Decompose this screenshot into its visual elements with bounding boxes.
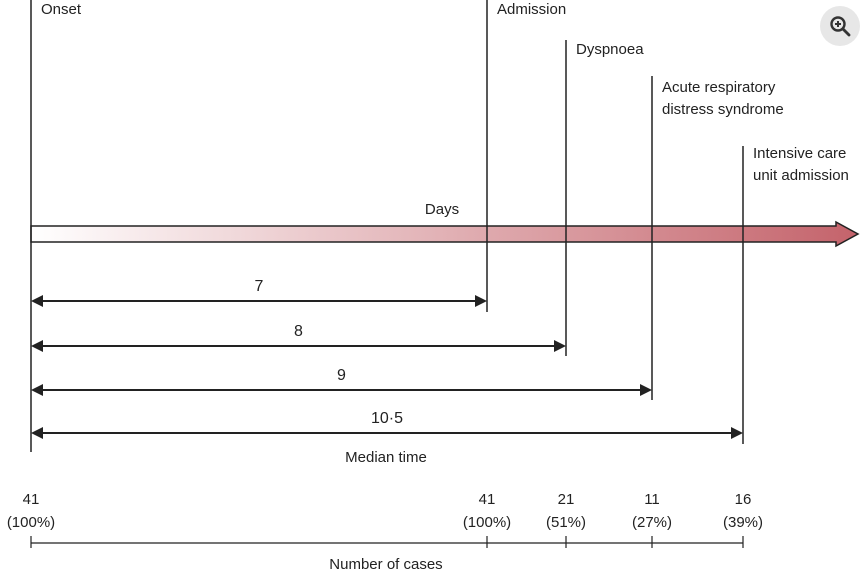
event-label-icu: Intensive care unit admission	[753, 145, 849, 184]
interval-arrowhead-right	[475, 295, 487, 307]
case-count-dyspnoea: 21	[558, 491, 575, 508]
interval-arrowhead-right	[554, 340, 566, 352]
interval-arrowhead-left	[31, 295, 43, 307]
zoom-in-button[interactable]	[820, 6, 860, 46]
case-percent-dyspnoea: (51%)	[546, 514, 586, 531]
event-label-onset: Onset	[41, 1, 82, 18]
median-time-label: Median time	[345, 449, 427, 466]
interval-arrowhead-right	[731, 427, 743, 439]
zoom-in-icon	[830, 16, 851, 37]
interval-label-ards: 9	[337, 367, 346, 384]
interval-arrowhead-left	[31, 340, 43, 352]
interval-arrowhead-right	[640, 384, 652, 396]
case-percent-ards: (27%)	[632, 514, 672, 531]
case-count-ards: 11	[644, 491, 660, 508]
interval-label-dyspnoea: 8	[294, 323, 303, 340]
case-percent-onset: (100%)	[7, 514, 55, 531]
number-of-cases-label: Number of cases	[329, 556, 442, 572]
interval-arrowhead-left	[31, 427, 43, 439]
event-label-ards: Acute respiratory distress syndrome	[662, 79, 784, 118]
days-label: Days	[425, 201, 459, 218]
case-count-icu: 16	[735, 491, 752, 508]
interval-arrowhead-left	[31, 384, 43, 396]
case-count-admission: 41	[479, 491, 496, 508]
event-label-admission: Admission	[497, 1, 566, 18]
interval-label-admission: 7	[255, 278, 264, 295]
case-percent-admission: (100%)	[463, 514, 511, 531]
interval-label-icu: 10·5	[371, 410, 403, 427]
days-arrow	[30, 220, 860, 248]
case-percent-icu: (39%)	[723, 514, 763, 531]
case-count-onset: 41	[23, 491, 40, 508]
event-label-dyspnoea: Dyspnoea	[576, 41, 644, 58]
